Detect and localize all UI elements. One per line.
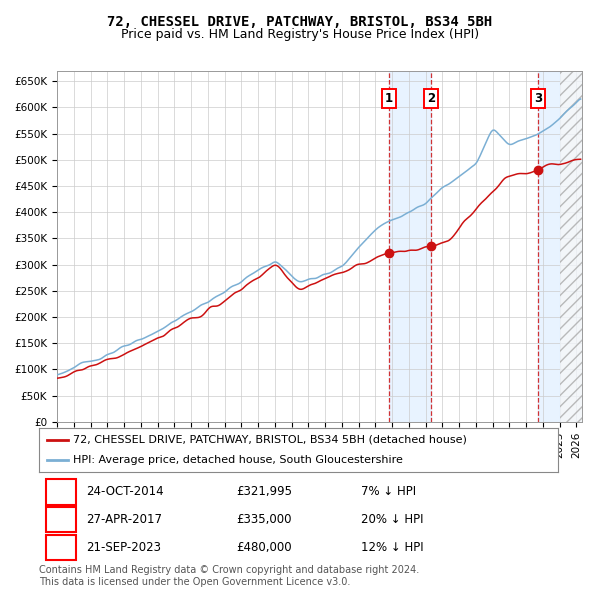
- Text: HPI: Average price, detached house, South Gloucestershire: HPI: Average price, detached house, Sout…: [73, 455, 403, 465]
- Text: 3: 3: [56, 541, 65, 554]
- Text: 24-OCT-2014: 24-OCT-2014: [86, 486, 163, 499]
- Text: 21-SEP-2023: 21-SEP-2023: [86, 541, 161, 554]
- Text: 12% ↓ HPI: 12% ↓ HPI: [361, 541, 424, 554]
- Text: Contains HM Land Registry data © Crown copyright and database right 2024.
This d: Contains HM Land Registry data © Crown c…: [39, 565, 419, 587]
- Text: 72, CHESSEL DRIVE, PATCHWAY, BRISTOL, BS34 5BH: 72, CHESSEL DRIVE, PATCHWAY, BRISTOL, BS…: [107, 15, 493, 29]
- Text: 1: 1: [385, 93, 393, 106]
- Text: 27-APR-2017: 27-APR-2017: [86, 513, 162, 526]
- Text: £335,000: £335,000: [236, 513, 292, 526]
- Bar: [560, 71, 582, 422]
- Text: 7% ↓ HPI: 7% ↓ HPI: [361, 486, 416, 499]
- Text: £321,995: £321,995: [236, 486, 292, 499]
- Text: 72, CHESSEL DRIVE, PATCHWAY, BRISTOL, BS34 5BH (detached house): 72, CHESSEL DRIVE, PATCHWAY, BRISTOL, BS…: [73, 435, 467, 445]
- Bar: [389, 71, 431, 422]
- Text: £480,000: £480,000: [236, 541, 292, 554]
- Text: 1: 1: [56, 486, 65, 499]
- Bar: [538, 71, 560, 422]
- Text: 2: 2: [427, 93, 435, 106]
- Text: 20% ↓ HPI: 20% ↓ HPI: [361, 513, 423, 526]
- FancyBboxPatch shape: [46, 535, 76, 560]
- FancyBboxPatch shape: [46, 507, 76, 532]
- FancyBboxPatch shape: [46, 479, 76, 504]
- Text: 2: 2: [56, 513, 65, 526]
- Text: Price paid vs. HM Land Registry's House Price Index (HPI): Price paid vs. HM Land Registry's House …: [121, 28, 479, 41]
- Text: 3: 3: [534, 93, 542, 106]
